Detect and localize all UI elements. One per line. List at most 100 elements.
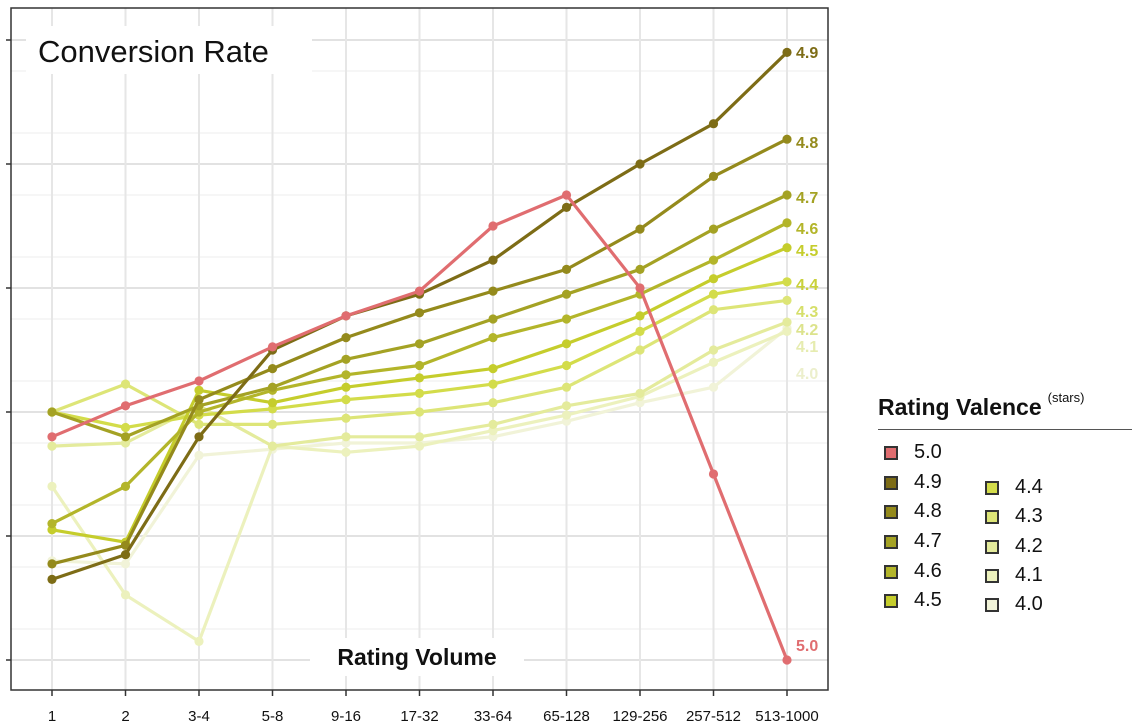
legend: Rating Valence (stars) 5.0 4.9 4.8 4.7 4.… [878,390,1132,615]
data-point-4-7 [414,339,425,349]
data-point-4-7 [120,432,131,442]
data-point-4-1 [47,481,57,491]
data-point-4-8 [267,364,278,374]
data-point-4-9 [194,432,204,442]
data-point-4-1 [194,636,204,647]
legend-item-4-6: 4.6 [884,560,942,583]
legend-title: Rating Valence (stars) [878,390,1085,420]
series-end-label: 4.6 [796,221,818,238]
title-background [26,26,312,74]
data-point-4-7 [341,354,351,364]
data-point-4-8 [194,395,204,405]
data-point-4-8 [708,171,719,181]
legend-label-4-8: 4.8 [914,500,942,522]
data-point-4-6 [561,314,572,324]
legend-divider [878,429,1132,430]
data-point-4-9 [635,159,645,169]
data-point-4-5 [708,274,719,284]
x-tick-label: 33-64 [474,708,512,725]
data-point-4-2 [267,441,278,451]
x-tick-label: 17-32 [400,708,438,725]
data-point-4-8 [120,540,131,550]
series-end-label: 4.0 [796,366,818,383]
data-point-4-0 [120,559,131,569]
legend-label-4-3: 4.3 [1015,505,1043,527]
legend-item-4-7: 4.7 [884,530,942,553]
data-point-4-9 [782,47,792,58]
x-tick-label: 513-1000 [755,708,818,725]
data-point-4-3 [782,295,792,305]
data-point-4-7 [267,382,278,392]
data-point-4-6 [488,333,498,343]
legend-label-4-7: 4.7 [914,530,942,552]
data-point-4-3 [267,419,278,429]
legend-swatch-4-1 [985,568,999,583]
data-point-4-9 [120,550,131,560]
legend-swatch-5-0 [884,445,898,460]
data-point-5-0 [194,376,204,386]
data-point-4-4 [120,422,131,433]
data-point-4-4 [414,388,425,398]
data-point-4-3 [194,419,204,429]
xlabel-background [310,638,524,676]
line-chart: 1 2 3-4 5-8 9-16 17-32 33-64 65-128 129-256 257-5… [6,7,829,725]
data-point-5-0 [267,342,278,352]
data-point-4-0 [194,450,204,460]
data-point-4-2 [635,388,645,398]
data-point-4-6 [47,519,57,529]
series-end-label: 4.9 [796,45,818,62]
data-point-4-7 [635,264,645,274]
data-point-4-6 [782,218,792,228]
data-point-4-5 [782,243,792,253]
data-point-5-0 [47,432,57,442]
data-point-4-5 [414,373,425,383]
data-point-4-1 [341,447,351,457]
legend-title-suffix: (stars) [1047,390,1085,406]
data-point-4-4 [782,277,792,287]
data-point-4-9 [708,119,719,129]
legend-label-5-0: 5.0 [914,441,942,463]
data-point-4-0 [708,382,719,392]
data-point-4-1 [561,410,572,420]
x-tick-label: 3-4 [188,708,210,725]
data-point-4-2 [341,432,351,442]
legend-item-4-0: 4.0 [985,593,1043,616]
legend-item-4-1: 4.1 [985,564,1043,587]
x-tick-label: 257-512 [686,708,741,725]
legend-swatch-4-4 [985,480,999,495]
x-tick-label: 5-8 [262,708,284,725]
legend-swatch-4-9 [884,475,898,490]
legend-item-4-9: 4.9 [884,471,942,494]
data-point-4-8 [561,264,572,274]
legend-item-4-2: 4.2 [985,535,1043,558]
x-tick-label: 2 [121,708,129,725]
data-point-5-0 [635,283,645,293]
data-point-4-8 [414,308,425,318]
series-end-label: 4.5 [796,243,818,260]
legend-label-4-0: 4.0 [1015,593,1043,615]
data-point-4-2 [414,432,425,442]
data-point-4-3 [414,407,425,417]
data-point-4-7 [782,190,792,200]
data-point-5-0 [341,311,351,321]
data-point-4-7 [561,289,572,299]
data-point-4-3 [561,382,572,392]
data-point-4-8 [47,559,57,569]
data-point-4-2 [47,441,57,451]
legend-swatch-4-2 [985,539,999,554]
legend-swatch-4-6 [884,564,898,579]
data-point-4-4 [708,289,719,299]
series-end-label: 4.7 [796,190,818,207]
data-point-4-3 [708,305,719,315]
legend-label-4-4: 4.4 [1015,476,1043,498]
legend-item-4-4: 4.4 [985,476,1043,499]
data-point-4-1 [414,441,425,451]
x-axis-label: Rating Volume [337,644,496,670]
data-point-5-0 [120,401,131,411]
data-point-4-5 [635,311,645,321]
data-point-4-4 [488,379,498,389]
legend-label-4-6: 4.6 [914,560,942,582]
series-end-label: 4.3 [796,304,818,321]
legend-item-4-8: 4.8 [884,500,942,523]
data-point-4-3 [341,413,351,423]
